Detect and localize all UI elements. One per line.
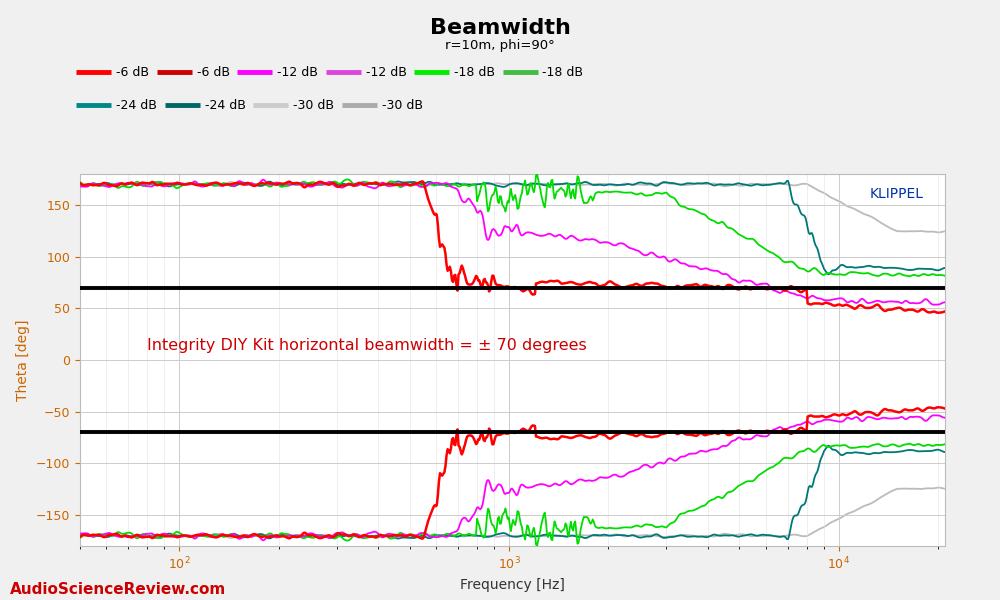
Text: KLIPPEL: KLIPPEL bbox=[869, 187, 923, 201]
Y-axis label: Theta [deg]: Theta [deg] bbox=[16, 319, 30, 401]
X-axis label: Frequency [Hz]: Frequency [Hz] bbox=[460, 578, 565, 592]
Text: Beamwidth: Beamwidth bbox=[430, 18, 570, 38]
Legend: -24 dB, -24 dB, -30 dB, -30 dB: -24 dB, -24 dB, -30 dB, -30 dB bbox=[76, 99, 422, 112]
Text: AudioScienceReview.com: AudioScienceReview.com bbox=[10, 582, 226, 597]
Text: Integrity DIY Kit horizontal beamwidth = ± 70 degrees: Integrity DIY Kit horizontal beamwidth =… bbox=[147, 338, 587, 353]
Text: r=10m, phi=90°: r=10m, phi=90° bbox=[445, 39, 555, 52]
Legend: -6 dB, -6 dB, -12 dB, -12 dB, -18 dB, -18 dB: -6 dB, -6 dB, -12 dB, -12 dB, -18 dB, -1… bbox=[76, 66, 584, 79]
